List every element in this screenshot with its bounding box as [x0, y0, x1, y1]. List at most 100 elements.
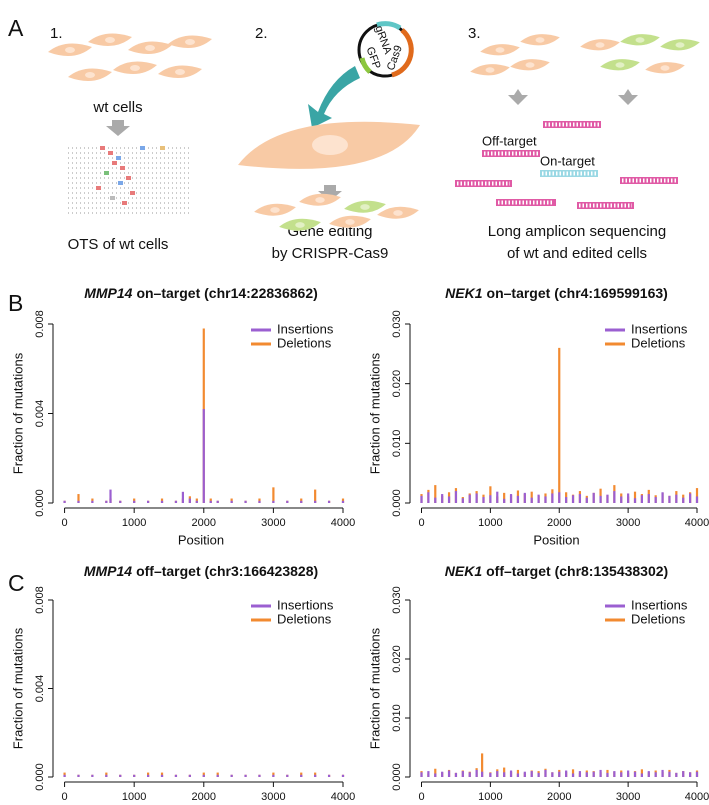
label: Off-target	[482, 133, 537, 148]
alignment-mark	[96, 186, 101, 190]
alignment-mark	[120, 166, 125, 170]
y-tick-label: 0.020	[391, 370, 403, 398]
x-tick-label: 4000	[331, 517, 355, 529]
chart: NEK1 on–target (chr4:169599163) 0.000 0.010…	[367, 285, 709, 548]
x-tick-label: 2000	[192, 517, 216, 529]
y-tick-label: 0.004	[34, 400, 46, 428]
chart-title: NEK1 off–target (chr8:135438302)	[445, 563, 668, 579]
chart: MMP14 off–target (chr3:166423828) 0.000 0.0…	[10, 563, 355, 803]
panel-label: B	[8, 290, 23, 316]
y-tick-label: 0.000	[391, 763, 403, 791]
x-tick-label: 1000	[122, 791, 146, 803]
caption: by CRISPR-Cas9	[272, 245, 389, 262]
x-tick-label: 3000	[261, 517, 285, 529]
legend-label: Deletions	[631, 335, 686, 350]
alignment-mark	[122, 201, 127, 205]
x-tick-label: 2000	[192, 791, 216, 803]
nucleus	[315, 197, 325, 203]
gene-name: MMP14	[84, 563, 132, 579]
plasmid-cas9	[391, 28, 414, 78]
y-tick-label: 0.010	[391, 430, 403, 458]
legend-label: Insertions	[277, 321, 334, 336]
gene-name: MMP14	[84, 285, 132, 301]
label: wt cells	[92, 99, 142, 116]
amplicon	[543, 121, 601, 128]
x-tick-label: 2000	[547, 791, 571, 803]
nucleus	[345, 219, 355, 225]
panel-label: A	[8, 15, 24, 41]
nucleus	[185, 39, 195, 45]
y-tick-label: 0.004	[34, 675, 46, 703]
x-tick-label: 0	[418, 791, 424, 803]
chart: NEK1 off–target (chr8:135438302) 0.000 0.01…	[367, 563, 709, 803]
nucleus	[525, 62, 535, 68]
chart-title: NEK1 on–target (chr4:169599163)	[445, 285, 668, 301]
gene-name: NEK1	[445, 285, 483, 301]
amplicon	[620, 177, 678, 184]
arrow	[618, 89, 638, 105]
nucleus	[270, 207, 280, 213]
caption: OTS of wt cells	[68, 236, 169, 253]
nucleus	[660, 65, 670, 71]
legend-label: Insertions	[631, 321, 688, 336]
nucleus	[675, 42, 685, 48]
alignment-mark	[130, 191, 135, 195]
nucleus	[105, 37, 115, 43]
legend-label: Deletions	[277, 335, 332, 350]
nucleus	[615, 62, 625, 68]
nucleus	[145, 45, 155, 51]
legend-label: Insertions	[277, 597, 334, 612]
title-text: off–target (chr8:135438302)	[486, 563, 668, 579]
chart: MMP14 on–target (chr14:22836862) 0.000 0.00…	[10, 285, 355, 548]
x-tick-label: 1000	[478, 791, 502, 803]
title-text: on–target (chr14:22836862)	[136, 285, 317, 301]
nucleus	[360, 204, 370, 210]
alignment-mark	[118, 181, 123, 185]
alignment-mark	[140, 146, 145, 150]
amplicon	[455, 180, 512, 187]
y-axis-label: Fraction of mutations	[367, 627, 382, 749]
chart-title: MMP14 on–target (chr14:22836862)	[84, 285, 318, 301]
nucleus	[85, 72, 95, 78]
arrow	[508, 89, 528, 105]
nucleus	[312, 135, 348, 155]
plasmid-gfp	[359, 57, 372, 74]
plasmid-grna	[376, 21, 402, 31]
y-tick-label: 0.008	[34, 586, 46, 614]
legend-label: Deletions	[631, 611, 686, 626]
x-tick-label: 1000	[478, 517, 502, 529]
x-tick-label: 0	[418, 517, 424, 529]
panel-a: A 1. 2. 3. wt cells OTS of wt cells Gene…	[8, 15, 700, 596]
label: On-target	[540, 153, 595, 168]
title-text: on–target (chr4:169599163)	[487, 285, 668, 301]
y-axis-label: Fraction of mutations	[10, 627, 25, 749]
y-tick-label: 0.030	[391, 586, 403, 614]
chart-title: MMP14 off–target (chr3:166423828)	[84, 563, 318, 579]
nucleus	[595, 42, 605, 48]
x-tick-label: 4000	[685, 791, 709, 803]
alignment-mark	[100, 146, 105, 150]
x-axis-label: Position	[533, 532, 579, 547]
nucleus	[65, 47, 75, 53]
x-tick-label: 3000	[261, 791, 285, 803]
y-tick-label: 0.000	[34, 763, 46, 791]
nucleus	[175, 69, 185, 75]
x-axis-label: Position	[178, 532, 224, 547]
x-tick-label: 4000	[685, 517, 709, 529]
y-tick-label: 0.008	[34, 310, 46, 338]
y-tick-label: 0.020	[391, 645, 403, 673]
amplicon	[540, 170, 598, 177]
nucleus	[535, 37, 545, 43]
nucleus	[485, 67, 495, 73]
alignment-mark	[160, 146, 165, 150]
alignment-mark	[104, 171, 109, 175]
nucleus	[295, 222, 305, 228]
y-tick-label: 0.000	[34, 489, 46, 517]
x-tick-label: 3000	[616, 791, 640, 803]
x-tick-label: 0	[62, 791, 68, 803]
alignment-mark	[126, 176, 131, 180]
legend-label: Insertions	[631, 597, 688, 612]
y-tick-label: 0.030	[391, 310, 403, 338]
amplicon	[577, 202, 634, 209]
